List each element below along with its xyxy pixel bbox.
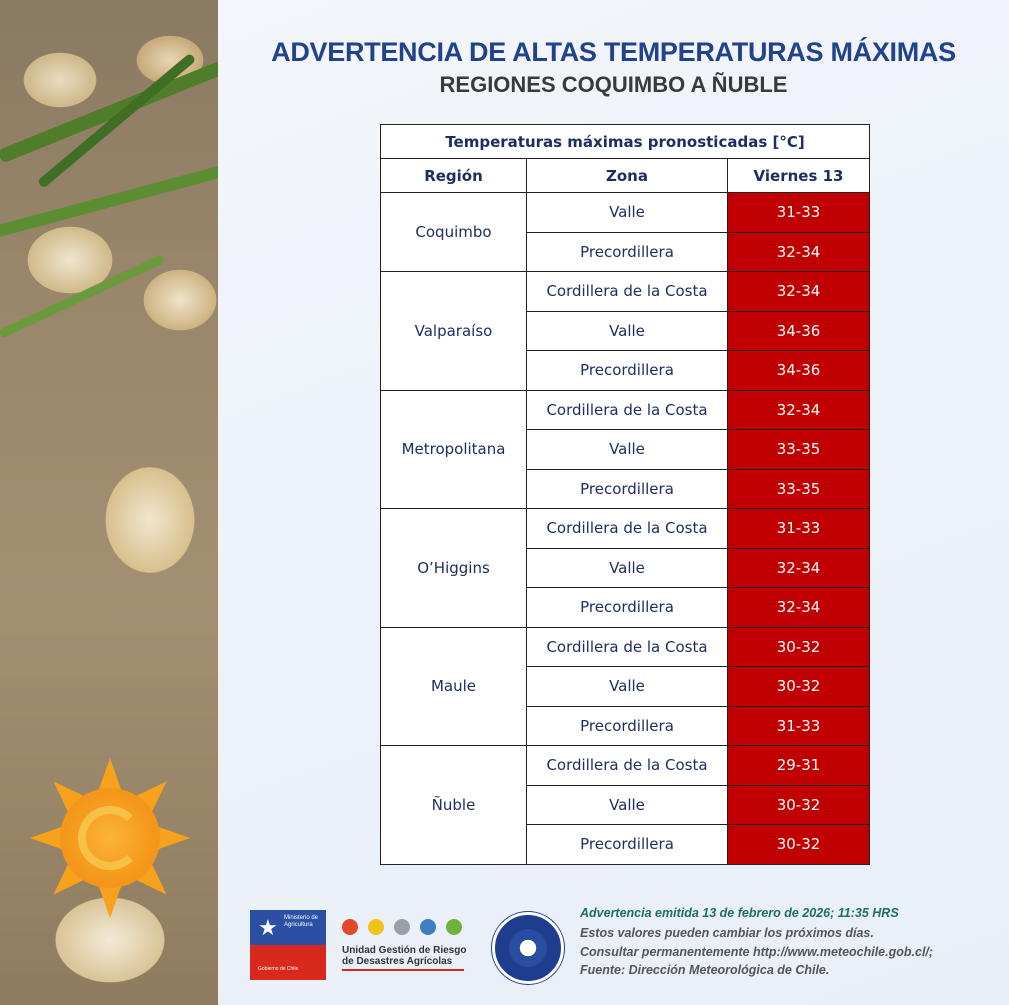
ministerio-line1: Ministerio de [284,915,319,921]
temp-cell: 32-34 [727,271,870,312]
table-row: O’Higgins Cordillera de la Costa 31-33 [380,508,870,628]
table-row: Ñuble Cordillera de la Costa 29-31 [380,745,870,865]
consult-note: Consultar permanentemente http://www.met… [580,945,934,959]
region-cell: Ñuble [380,745,527,865]
region-cell: Metropolitana [380,389,527,509]
column-header-zone: Zona [526,158,728,193]
temp-cell: 32-34 [727,547,870,588]
onion-stem [0,162,218,242]
table-row: Coquimbo Valle 31-33 [380,192,870,272]
snow-icon [420,919,436,935]
gobierno-label: Gobierno de Chile [258,966,299,972]
region-cell: Coquimbo [380,192,527,272]
temp-cell: 30-32 [727,626,870,667]
zone-cell: Precordillera [526,350,728,391]
column-header-day: Viernes 13 [727,158,870,193]
temp-cell: 33-35 [727,429,870,470]
star-icon: ★ [258,915,278,940]
zone-cell: Valle [526,310,728,351]
sun-icon [30,758,190,918]
table-row: Precordillera 31-33 [381,705,870,746]
table-row: Valle 30-32 [381,666,870,707]
source-note: Fuente: Dirección Meteorológica de Chile… [580,963,830,977]
region-cell: Valparaíso [380,271,527,391]
page-subtitle: REGIONES COQUIMBO A ÑUBLE [439,72,788,97]
temp-cell: 31-33 [727,705,870,746]
zone-cell: Precordillera [526,587,728,628]
temp-cell: 31-33 [727,192,870,233]
sun-small-icon [368,919,384,935]
ministerio-agricultura-logo: ★ Ministerio de Agricultura Gobierno de … [250,910,326,980]
page-title: ADVERTENCIA DE ALTAS TEMPERATURAS MÁXIMA… [271,37,956,67]
zone-cell: Valle [526,666,728,707]
table-row: Valle 33-35 [381,429,870,470]
temp-cell: 30-32 [727,784,870,825]
temp-cell: 34-36 [727,310,870,351]
zone-cell: Precordillera [526,705,728,746]
temp-cell: 32-34 [727,231,870,272]
temp-cell: 33-35 [727,468,870,509]
ugr-underline [342,969,464,971]
temp-cell: 31-33 [727,508,870,549]
forecast-table: Temperaturas máximas pronosticadas [°C] … [380,124,870,865]
temp-cell: 30-32 [727,666,870,707]
table-row: Metropolitana Cordillera de la Costa 32-… [380,389,870,509]
zone-cell: Precordillera [526,824,728,865]
table-row: Valle 32-34 [381,547,870,588]
ministerio-line2: Agricultura [284,922,313,928]
onion-stem [0,254,166,339]
ugr-line2: de Desastres Agrícolas [342,956,453,967]
table-row: Valle 30-32 [381,784,870,825]
zone-cell: Valle [526,784,728,825]
table-row: Maule Cordillera de la Costa 30-32 [380,626,870,746]
table-row: Precordillera 33-35 [381,468,870,509]
ugr-logo: Unidad Gestión de Riesgo de Desastres Ag… [340,915,470,975]
onion-stem [0,60,218,164]
onion-photo-strip [0,0,218,1005]
table-row: Precordillera 32-34 [381,587,870,628]
dmc-seal-icon [492,912,564,984]
table-row: Valle 34-36 [381,310,870,351]
region-cell: O’Higgins [380,508,527,628]
table-row: Precordillera 32-34 [381,231,870,272]
temp-cell: 32-34 [727,587,870,628]
fire-icon [342,919,358,935]
column-header-region: Región [380,158,527,193]
zone-cell: Valle [526,192,728,233]
ugr-line1: Unidad Gestión de Riesgo [342,945,467,956]
table-row: Precordillera 30-32 [381,824,870,865]
onion-stem [36,52,197,189]
zone-cell: Cordillera de la Costa [526,508,728,549]
zone-cell: Cordillera de la Costa [526,389,728,430]
table-row: Precordillera 34-36 [381,350,870,391]
zone-cell: Cordillera de la Costa [526,271,728,312]
zone-cell: Cordillera de la Costa [526,626,728,667]
region-cell: Maule [380,626,527,746]
zone-cell: Valle [526,547,728,588]
temp-cell: 32-34 [727,389,870,430]
temp-cell: 30-32 [727,824,870,865]
zone-cell: Precordillera [526,468,728,509]
change-note: Estos valores pueden cambiar los próximo… [580,926,874,940]
water-icon [394,919,410,935]
temp-cell: 34-36 [727,350,870,391]
zone-cell: Cordillera de la Costa [526,745,728,786]
temp-cell: 29-31 [727,745,870,786]
table-row: Valparaíso Cordillera de la Costa 32-34 [380,271,870,391]
leaf-icon [446,919,462,935]
zone-cell: Valle [526,429,728,470]
table-caption: Temperaturas máximas pronosticadas [°C] [380,124,870,159]
issued-note: Advertencia emitida 13 de febrero de 202… [580,906,899,920]
zone-cell: Precordillera [526,231,728,272]
